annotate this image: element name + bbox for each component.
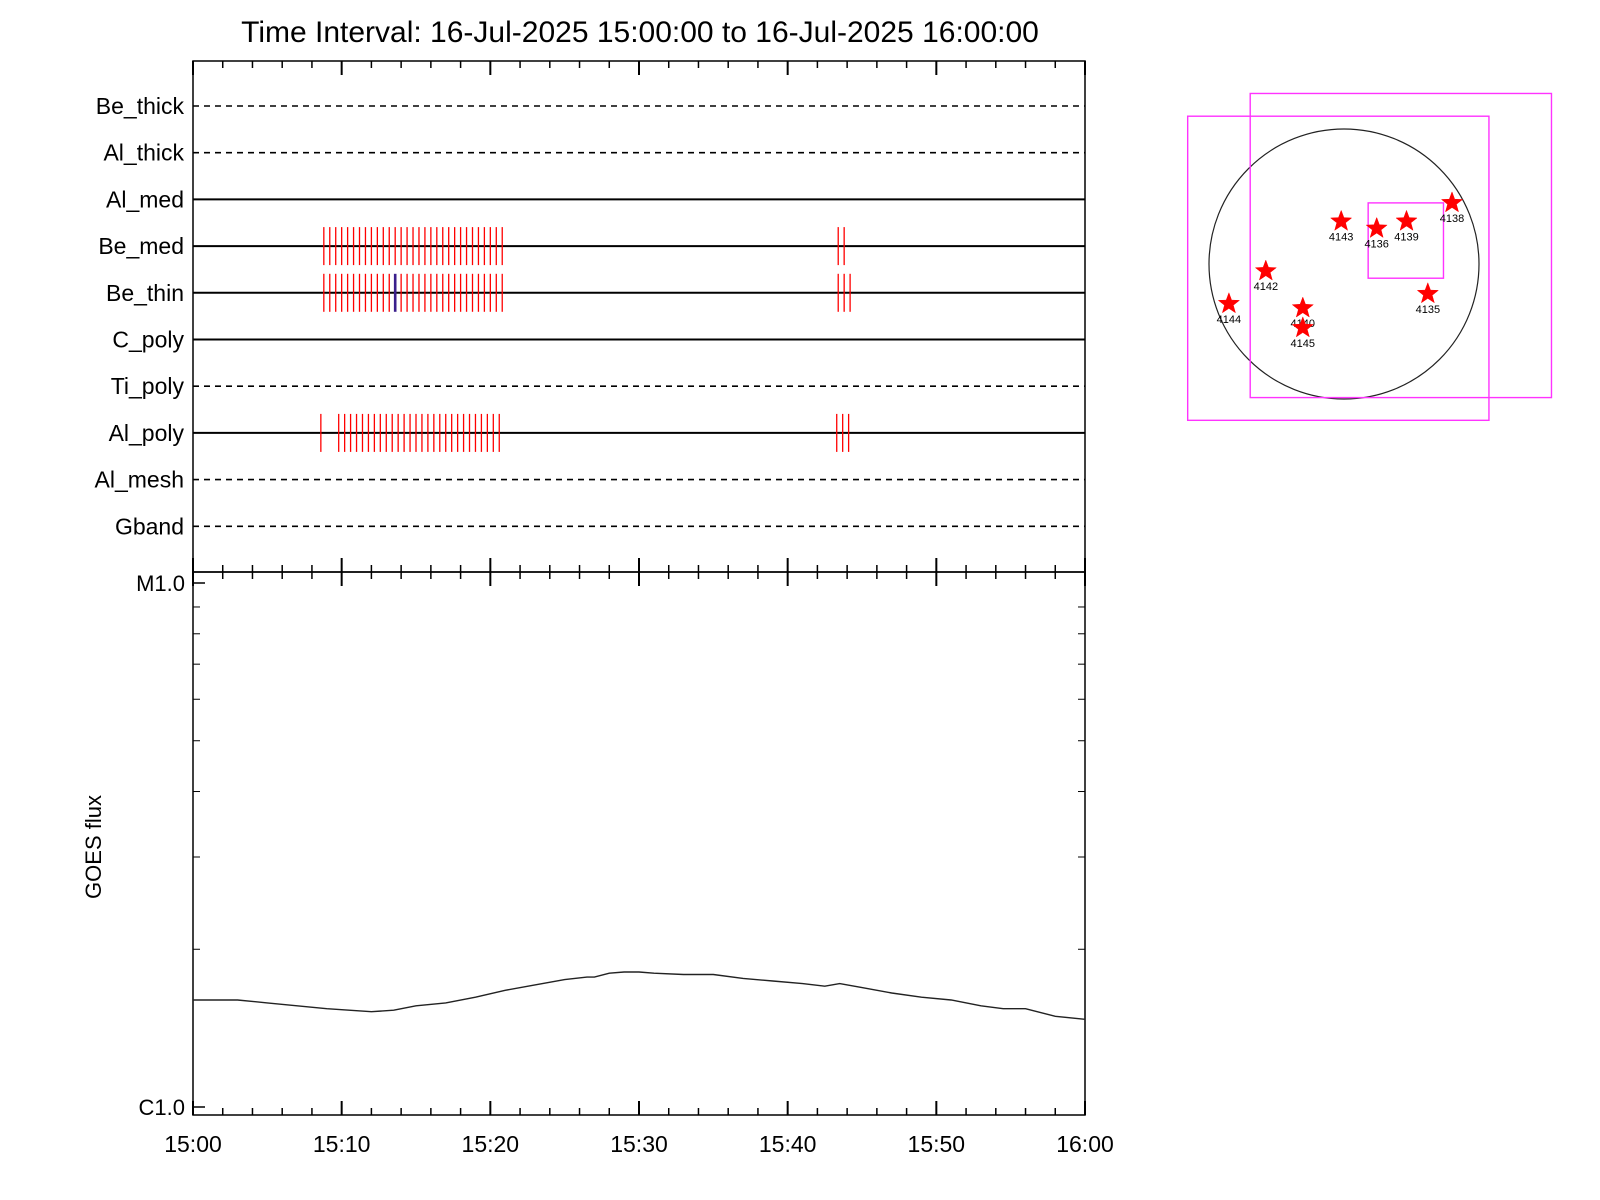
goes-frame	[192, 571, 1086, 1116]
time-tick-label: 15:20	[462, 1131, 520, 1157]
time-tick-label: 15:50	[908, 1131, 966, 1157]
channel-label-al-med: Al_med	[106, 186, 184, 212]
active-region-label: 4144	[1217, 314, 1241, 326]
channel-label-c-poly: C_poly	[112, 327, 184, 353]
solar-limb	[1208, 128, 1480, 400]
time-axis-labels: 15:00 15:10 15:20 15:30 15:40 15:50 16:00	[164, 1131, 1114, 1157]
active-region-star-icon	[1395, 209, 1418, 231]
channel-label-al-thick: Al_thick	[103, 140, 184, 166]
active-region-star-icon	[1440, 191, 1464, 213]
channel-label-gband: Gband	[115, 513, 184, 539]
active-region-label: 4142	[1254, 281, 1278, 293]
channel-label-al-mesh: Al_mesh	[95, 467, 184, 493]
active-region-star-icon	[1217, 292, 1241, 314]
time-tick-label: 15:40	[759, 1131, 817, 1157]
channel-label-be-thick: Be_thick	[96, 93, 185, 119]
filter-timeline-panel: Be_thick Al_thick Al_med Be_med Be_thin C_pol…	[95, 60, 1086, 573]
field-of-view-box	[1186, 115, 1490, 422]
solar-disk-panel: 414341364139413841424144414041454135	[1186, 92, 1553, 422]
active-region-star-icon	[1291, 296, 1314, 318]
channel-label-al-poly: Al_poly	[109, 420, 185, 446]
active-region-star-icon	[1330, 209, 1353, 231]
active-region-label: 4136	[1364, 238, 1388, 250]
field-of-view-box	[1249, 92, 1553, 399]
time-tick-label: 16:00	[1056, 1131, 1114, 1157]
goes-y-axis-label: GOES flux	[81, 795, 106, 899]
active-region-star-icon	[1365, 216, 1388, 238]
flux-tick-label: C1.0	[139, 1095, 185, 1120]
active-region-star-icon	[1254, 259, 1277, 281]
time-tick-label: 15:00	[164, 1131, 222, 1157]
active-region-star-icon	[1291, 316, 1314, 338]
active-region-label: 4139	[1394, 231, 1418, 243]
active-region-label: 4135	[1416, 304, 1440, 316]
channel-label-be-thin: Be_thin	[106, 280, 184, 306]
flux-tick-label: M1.0	[136, 571, 185, 596]
channel-label-ti-poly: Ti_poly	[111, 373, 185, 399]
active-region-label: 4143	[1329, 231, 1353, 243]
active-region-label: 4145	[1291, 338, 1315, 350]
time-tick-label: 15:30	[610, 1131, 668, 1157]
goes-flux-line	[193, 971, 1086, 1020]
field-of-view-box	[1367, 202, 1445, 279]
time-tick-label: 15:10	[313, 1131, 371, 1157]
active-region-star-icon	[1416, 282, 1439, 304]
timeline-frame	[192, 60, 1086, 573]
active-region-label: 4138	[1440, 213, 1464, 225]
channel-label-be-med: Be_med	[98, 233, 184, 259]
chart-title: Time Interval: 16-Jul-2025 15:00:00 to 1…	[241, 16, 1039, 49]
goes-flux-panel: M1.0 C1.0 GOES flux	[81, 571, 1086, 1120]
